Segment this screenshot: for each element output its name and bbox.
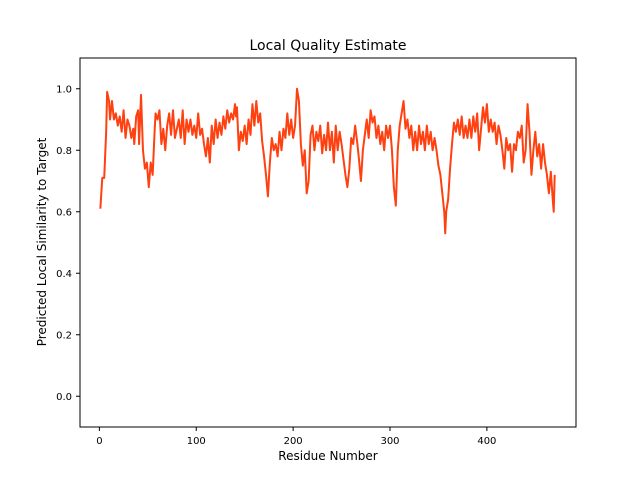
y-tick-label: 0.2 xyxy=(56,330,72,341)
plot-area xyxy=(99,87,556,235)
x-tick-label: 100 xyxy=(187,436,206,447)
series-line-0 xyxy=(99,87,556,235)
x-axis-label: Residue Number xyxy=(278,449,377,463)
x-tick-label: 0 xyxy=(96,436,102,447)
x-tick-label: 400 xyxy=(477,436,496,447)
y-tick-label: 0.6 xyxy=(56,207,72,218)
chart-title: Local Quality Estimate xyxy=(249,38,406,54)
plot-frame xyxy=(79,57,577,428)
y-tick-label: 0.4 xyxy=(56,269,72,280)
y-tick-label: 1.0 xyxy=(56,84,72,95)
y-axis-label: Predicted Local Similarity to Target xyxy=(35,137,49,346)
x-tick-label: 300 xyxy=(380,436,399,447)
y-axis-ticks: 0.0 0.2 0.4 0.6 0.8 1.0 xyxy=(56,84,80,403)
y-tick-label: 0.8 xyxy=(56,146,72,157)
y-tick-label: 0.0 xyxy=(56,392,72,403)
x-tick-label: 200 xyxy=(284,436,303,447)
x-axis-ticks: 0 100 200 300 400 xyxy=(96,427,496,447)
